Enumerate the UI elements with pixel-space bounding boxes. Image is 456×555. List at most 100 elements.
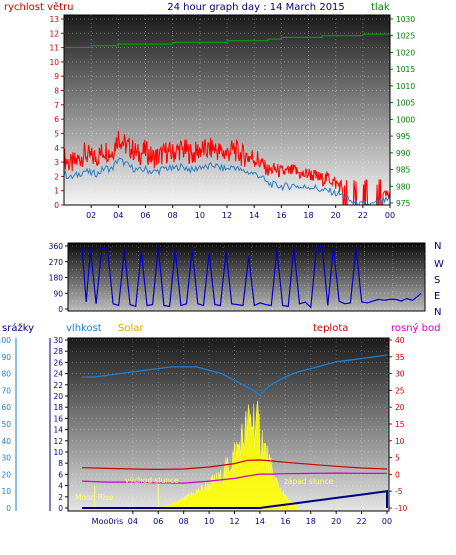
wind-x-tick-label: 08: [168, 211, 178, 220]
wind-y-tick-label: 3: [54, 158, 59, 167]
wind-x-tick-label: 16: [276, 211, 286, 220]
pressure-y-tick-label: 995: [396, 132, 411, 141]
humidity-y-tick-label: 24: [53, 370, 63, 379]
rain-y-tick-label: 60: [1, 403, 11, 412]
wind-y-tick-label: 0: [54, 201, 59, 210]
pressure-series: [64, 33, 390, 48]
humidity-y-tick-label: 12: [53, 437, 63, 446]
rain-y-tick-label: 30: [1, 454, 11, 463]
sunrise-annotation: východ slunce: [125, 476, 179, 485]
temp-x-tick-label: 14: [255, 517, 265, 526]
humidity-series: [82, 354, 388, 397]
temp-x-tick-label: 12: [229, 517, 239, 526]
page-title: 24 hour graph day : 14 March 2015: [167, 2, 345, 13]
temp-y-tick-label: 25: [395, 386, 405, 395]
wind-gust-series: [63, 130, 391, 206]
rain-y-tick-label: 70: [1, 386, 11, 395]
temp-y-tick-label: 35: [395, 353, 405, 362]
temp-y-tick-label: 20: [395, 403, 405, 412]
wind-panel-frame: [63, 14, 391, 206]
wind-y-tick-label: 4: [54, 144, 59, 153]
temp-x-tick-label: 04: [128, 517, 138, 526]
rain-y-tick-label: 50: [1, 420, 11, 429]
dir-label-s: S: [434, 275, 440, 286]
temp-y-tick-label: 30: [395, 370, 405, 379]
pressure-y-tick-label: 1030: [396, 15, 415, 24]
pressure-y-tick-label: 985: [396, 166, 411, 175]
dir-label-n-top: N: [434, 241, 441, 252]
moon-x-label: Moo0ris: [92, 517, 123, 526]
temperature-label: teplota: [313, 323, 348, 334]
dir-label-w: W: [434, 259, 444, 270]
temp-x-tick-label: 22: [356, 517, 366, 526]
temp-y-tick-label: 40: [395, 336, 405, 345]
pressure-y-tick-label: 1025: [396, 32, 415, 41]
wind-x-tick-label: 00: [385, 211, 395, 220]
direction-y-tick-label: 270: [49, 258, 64, 267]
sunset-annotation: západ slunce: [284, 477, 334, 486]
rain-series: [82, 490, 388, 509]
temp-panel-frame: [67, 337, 390, 512]
rain-y-tick-label: 80: [1, 370, 11, 379]
wind-y-tick-label: 5: [54, 129, 59, 138]
pressure-y-tick-label: 1010: [396, 82, 415, 91]
rain-y-tick-label: 0: [6, 504, 11, 513]
wind-x-tick-label: 22: [358, 211, 368, 220]
pressure-label: tlak: [371, 2, 390, 13]
humidity-y-tick-label: 0: [58, 504, 63, 513]
temp-y-tick-label: -10: [395, 504, 407, 513]
rain-y-tick-label: 40: [1, 437, 11, 446]
temperature-series: [81, 459, 388, 471]
wind-y-tick-label: 2: [54, 172, 59, 181]
wind-x-tick-label: 14: [249, 211, 259, 220]
direction-y-tick-label: 0: [58, 305, 63, 314]
rain-y-tick-label: 20: [1, 470, 11, 479]
wind-y-tick-label: 9: [54, 72, 59, 81]
temp-x-tick-label: 16: [280, 517, 290, 526]
moonrise-annotation: Moon Rise: [75, 493, 114, 502]
wind-direction-series: [81, 245, 422, 309]
humidity-y-tick-label: 18: [53, 403, 63, 412]
rain-y-tick-label: 10: [1, 487, 11, 496]
humidity-y-tick-label: 2: [58, 493, 63, 502]
pressure-y-tick-label: 1015: [396, 65, 415, 74]
dir-label-e: E: [434, 291, 440, 302]
wind-average-series: [63, 157, 391, 206]
pressure-y-tick-label: 975: [396, 199, 411, 208]
wind-plot: [63, 33, 391, 206]
temp-y-tick-label: 5: [395, 454, 400, 463]
direction-panel-frame: [67, 242, 426, 312]
direction-plot: [81, 245, 422, 309]
wind-axes: 0123456789101112139759809859909951000100…: [49, 14, 415, 220]
temp-y-tick-label: 10: [395, 437, 405, 446]
humidity-y-tick-label: 16: [53, 414, 63, 423]
humidity-y-tick-label: 6: [58, 470, 63, 479]
temp-y-tick-label: -5: [395, 487, 403, 496]
humidity-label: vlhkost: [66, 323, 102, 334]
direction-y-tick-label: 180: [49, 274, 64, 283]
temp-plot: [81, 354, 388, 511]
humidity-y-tick-label: 4: [58, 482, 63, 491]
humidity-y-tick-label: 14: [53, 426, 63, 435]
pressure-y-tick-label: 1020: [396, 48, 415, 57]
humidity-y-tick-label: 8: [58, 459, 63, 468]
humidity-y-tick-label: 22: [53, 381, 63, 390]
dew-point-label: rosný bod: [391, 322, 440, 334]
wind-y-tick-label: 13: [49, 15, 59, 24]
direction-y-tick-label: 360: [49, 242, 64, 251]
rain-y-tick-label: 100: [0, 336, 11, 345]
wind-y-tick-label: 8: [54, 87, 59, 96]
dir-label-n-bottom: N: [434, 307, 441, 318]
solar-label: Solar: [118, 323, 144, 334]
humidity-y-tick-label: 10: [53, 448, 63, 457]
wind-y-tick-label: 12: [49, 29, 59, 38]
humidity-y-tick-label: 20: [53, 392, 63, 401]
direction-axes: 0 90 180 270 360: [49, 242, 426, 314]
direction-y-tick-label: 90: [53, 289, 63, 298]
wind-y-tick-label: 11: [49, 44, 59, 53]
wind-x-tick-label: 18: [303, 211, 313, 220]
temp-x-tick-label: 08: [179, 517, 189, 526]
temp-x-tick-label: 10: [204, 517, 214, 526]
